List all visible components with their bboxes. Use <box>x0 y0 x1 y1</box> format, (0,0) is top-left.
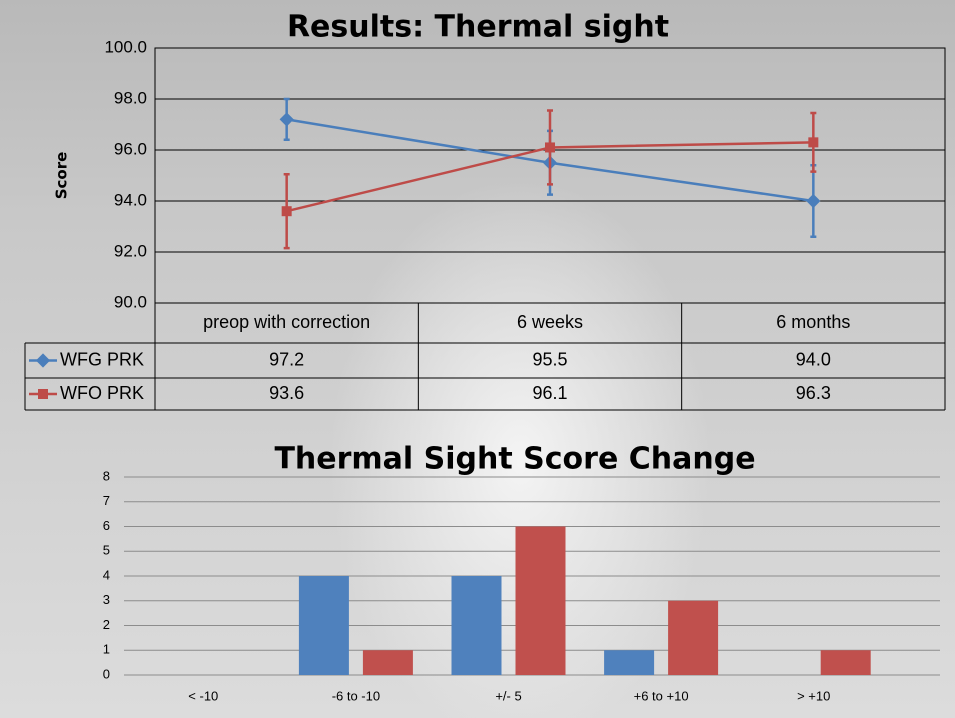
marker <box>545 142 555 153</box>
x-tick-label: < -10 <box>188 688 218 703</box>
bar <box>668 600 719 675</box>
y-tick-label: 90.0 <box>114 292 147 311</box>
x-tick-label: -6 to -10 <box>332 688 380 703</box>
y-tick-label: 7 <box>103 493 110 508</box>
y-tick-label: 98.0 <box>114 88 147 107</box>
y-tick-label: 5 <box>103 543 110 558</box>
category-label: preop with correction <box>203 312 370 332</box>
y-tick-label: 8 <box>103 468 110 483</box>
category-label: 6 months <box>776 312 850 332</box>
y-tick-label: 100.0 <box>104 37 147 56</box>
bar <box>362 650 413 675</box>
marker <box>808 137 819 148</box>
table-value: 93.6 <box>269 383 304 403</box>
category-label: 6 weeks <box>517 312 583 332</box>
x-tick-label: > +10 <box>797 688 830 703</box>
legend-label: WFG PRK <box>60 349 144 369</box>
y-tick-label: 3 <box>103 592 110 607</box>
legend-label: WFO PRK <box>60 383 144 403</box>
y-tick-label: 0 <box>103 666 110 681</box>
table-value: 94.0 <box>796 349 831 369</box>
x-tick-label: +/- 5 <box>495 688 521 703</box>
bar <box>451 576 502 675</box>
table-value: 95.5 <box>532 349 567 369</box>
bar-chart: Thermal Sight Score Change 0 1 2 3 4 5 6 7 8 < -10… <box>103 442 940 703</box>
line-chart: Results: Thermal sight 90.0 92.0 94.0 96.0 98… <box>24 10 946 411</box>
y-tick-label: 96.0 <box>114 139 147 158</box>
y-tick-label: 2 <box>103 617 110 632</box>
bar <box>604 650 655 675</box>
table-value: 97.2 <box>269 349 304 369</box>
table-value: 96.1 <box>532 383 567 403</box>
bar <box>515 526 566 675</box>
y-tick-label: 94.0 <box>114 190 147 209</box>
chart-title: Thermal Sight Score Change <box>274 442 755 477</box>
bar <box>298 576 349 675</box>
bar <box>820 650 871 675</box>
y-tick-label: 4 <box>103 567 110 582</box>
marker <box>281 206 292 217</box>
y-tick-label: 6 <box>103 518 110 533</box>
y-tick-label: 92.0 <box>114 241 147 260</box>
table-value: 96.3 <box>796 383 831 403</box>
legend-marker <box>38 389 48 399</box>
marker <box>806 193 821 209</box>
y-tick-label: 1 <box>103 642 110 657</box>
legend-marker <box>35 353 51 368</box>
marker <box>279 112 294 127</box>
y-axis-label: Score <box>53 152 71 200</box>
x-tick-label: +6 to +10 <box>634 688 689 703</box>
chart-title: Results: Thermal sight <box>287 10 669 45</box>
